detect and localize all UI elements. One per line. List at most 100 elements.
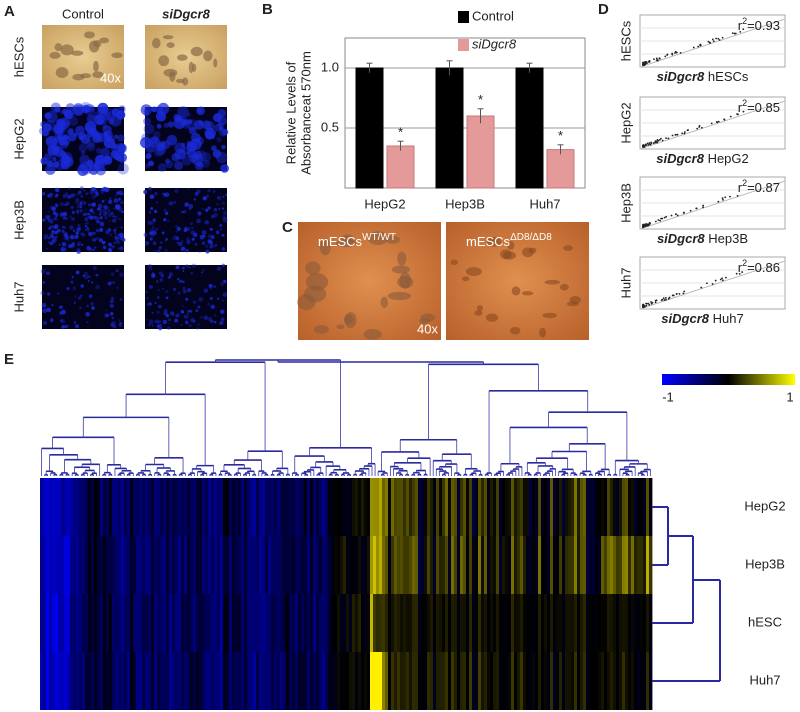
heatmap-cell <box>181 478 185 536</box>
heatmap-cell <box>466 536 470 594</box>
heatmap-cell <box>127 478 131 536</box>
heatmap-cell <box>322 536 326 594</box>
bar <box>355 67 384 189</box>
heatmap-cell <box>373 652 377 710</box>
heatmap-cell <box>505 594 509 652</box>
heatmap-cell <box>400 652 404 710</box>
nucleus <box>155 319 161 324</box>
nucleus <box>191 153 203 166</box>
nucleus <box>114 194 118 197</box>
label-sup: WT/WT <box>362 232 396 243</box>
heatmap-cell <box>388 652 392 710</box>
heatmap-cell <box>280 594 284 652</box>
nucleus <box>150 233 155 238</box>
heatmap-cell <box>586 594 590 652</box>
heatmap-cell <box>448 652 452 710</box>
nucleus <box>213 212 218 218</box>
nucleus <box>215 244 218 247</box>
nucleus <box>148 136 161 148</box>
nucleus <box>76 202 79 205</box>
heatmap-cell <box>67 594 71 652</box>
nucleus <box>113 207 116 210</box>
heatmap-cell <box>139 594 143 652</box>
heatmap-cell <box>184 652 188 710</box>
nucleus <box>112 215 115 218</box>
heatmap-cell <box>172 594 176 652</box>
heatmap-cell <box>490 536 494 594</box>
nucleus <box>182 286 186 291</box>
heatmap-cell <box>646 594 650 652</box>
heatmap-cell <box>406 478 410 536</box>
heatmap-cell <box>349 536 353 594</box>
heatmap-cell <box>634 536 638 594</box>
nucleus <box>44 112 52 120</box>
heatmap-cell <box>286 478 290 536</box>
heatmap-cell <box>538 594 542 652</box>
nucleus <box>195 137 205 146</box>
nucleus <box>113 228 117 232</box>
scatter-dot <box>683 132 686 135</box>
nucleus <box>194 191 199 196</box>
nucleus <box>203 288 209 294</box>
nucleus <box>50 221 53 224</box>
heatmap-cell <box>427 536 431 594</box>
colony <box>485 313 499 322</box>
heatmap-cell <box>64 652 68 710</box>
heatmap-cell <box>145 478 149 536</box>
colony <box>92 71 104 79</box>
nucleus <box>114 134 119 139</box>
scatter-dot <box>721 279 724 282</box>
nucleus <box>198 251 201 253</box>
heatmap-cell <box>463 478 467 536</box>
heatmap-cell <box>295 478 299 536</box>
nucleus <box>80 232 84 236</box>
heatmap-cell <box>268 536 272 594</box>
heatmap-cell <box>601 594 605 652</box>
r-squared: r2=0.93 <box>738 16 780 33</box>
scatter-dot <box>683 290 686 293</box>
heatmap-cell <box>223 478 227 536</box>
nucleus <box>82 274 85 277</box>
nucleus <box>165 289 169 294</box>
heatmap-cell <box>439 478 443 536</box>
heatmap-cell <box>532 652 536 710</box>
heatmap-cell <box>280 478 284 536</box>
heatmap-cell <box>619 652 623 710</box>
nucleus <box>46 307 51 313</box>
heatmap-cell <box>475 536 479 594</box>
heatmap-cell <box>169 478 173 536</box>
nucleus <box>72 229 76 232</box>
heatmap-cell <box>595 652 599 710</box>
nucleus <box>100 147 110 158</box>
r-symbol: r <box>738 18 743 33</box>
nucleus <box>162 192 165 195</box>
nucleus <box>222 292 228 297</box>
nucleus <box>159 241 163 245</box>
nucleus <box>204 208 209 212</box>
scatter-dot <box>741 271 744 273</box>
heatmap-cell <box>292 594 296 652</box>
colony <box>521 247 534 258</box>
heatmap-cell <box>472 652 476 710</box>
magnification: 40x <box>417 321 438 336</box>
fit-line <box>639 100 786 150</box>
heatmap-cell <box>61 594 65 652</box>
heatmap-cell <box>193 478 197 536</box>
heatmap-cell <box>46 536 50 594</box>
heatmap-cell <box>106 594 110 652</box>
nucleus <box>64 109 74 120</box>
scatter-dot <box>665 298 667 301</box>
nucleus <box>166 219 170 223</box>
heatmap-cell <box>640 478 644 536</box>
nucleus <box>175 115 183 123</box>
nucleus <box>166 134 178 146</box>
heatmap-cell <box>76 536 80 594</box>
heatmap-cell <box>499 652 503 710</box>
r-value: =0.85 <box>747 100 780 115</box>
colony <box>367 231 389 245</box>
heatmap-cell <box>646 536 650 594</box>
nucleus <box>84 228 87 231</box>
heatmap-cell <box>97 652 101 710</box>
heatmap-cell <box>178 652 182 710</box>
heatmap-cell <box>355 652 359 710</box>
